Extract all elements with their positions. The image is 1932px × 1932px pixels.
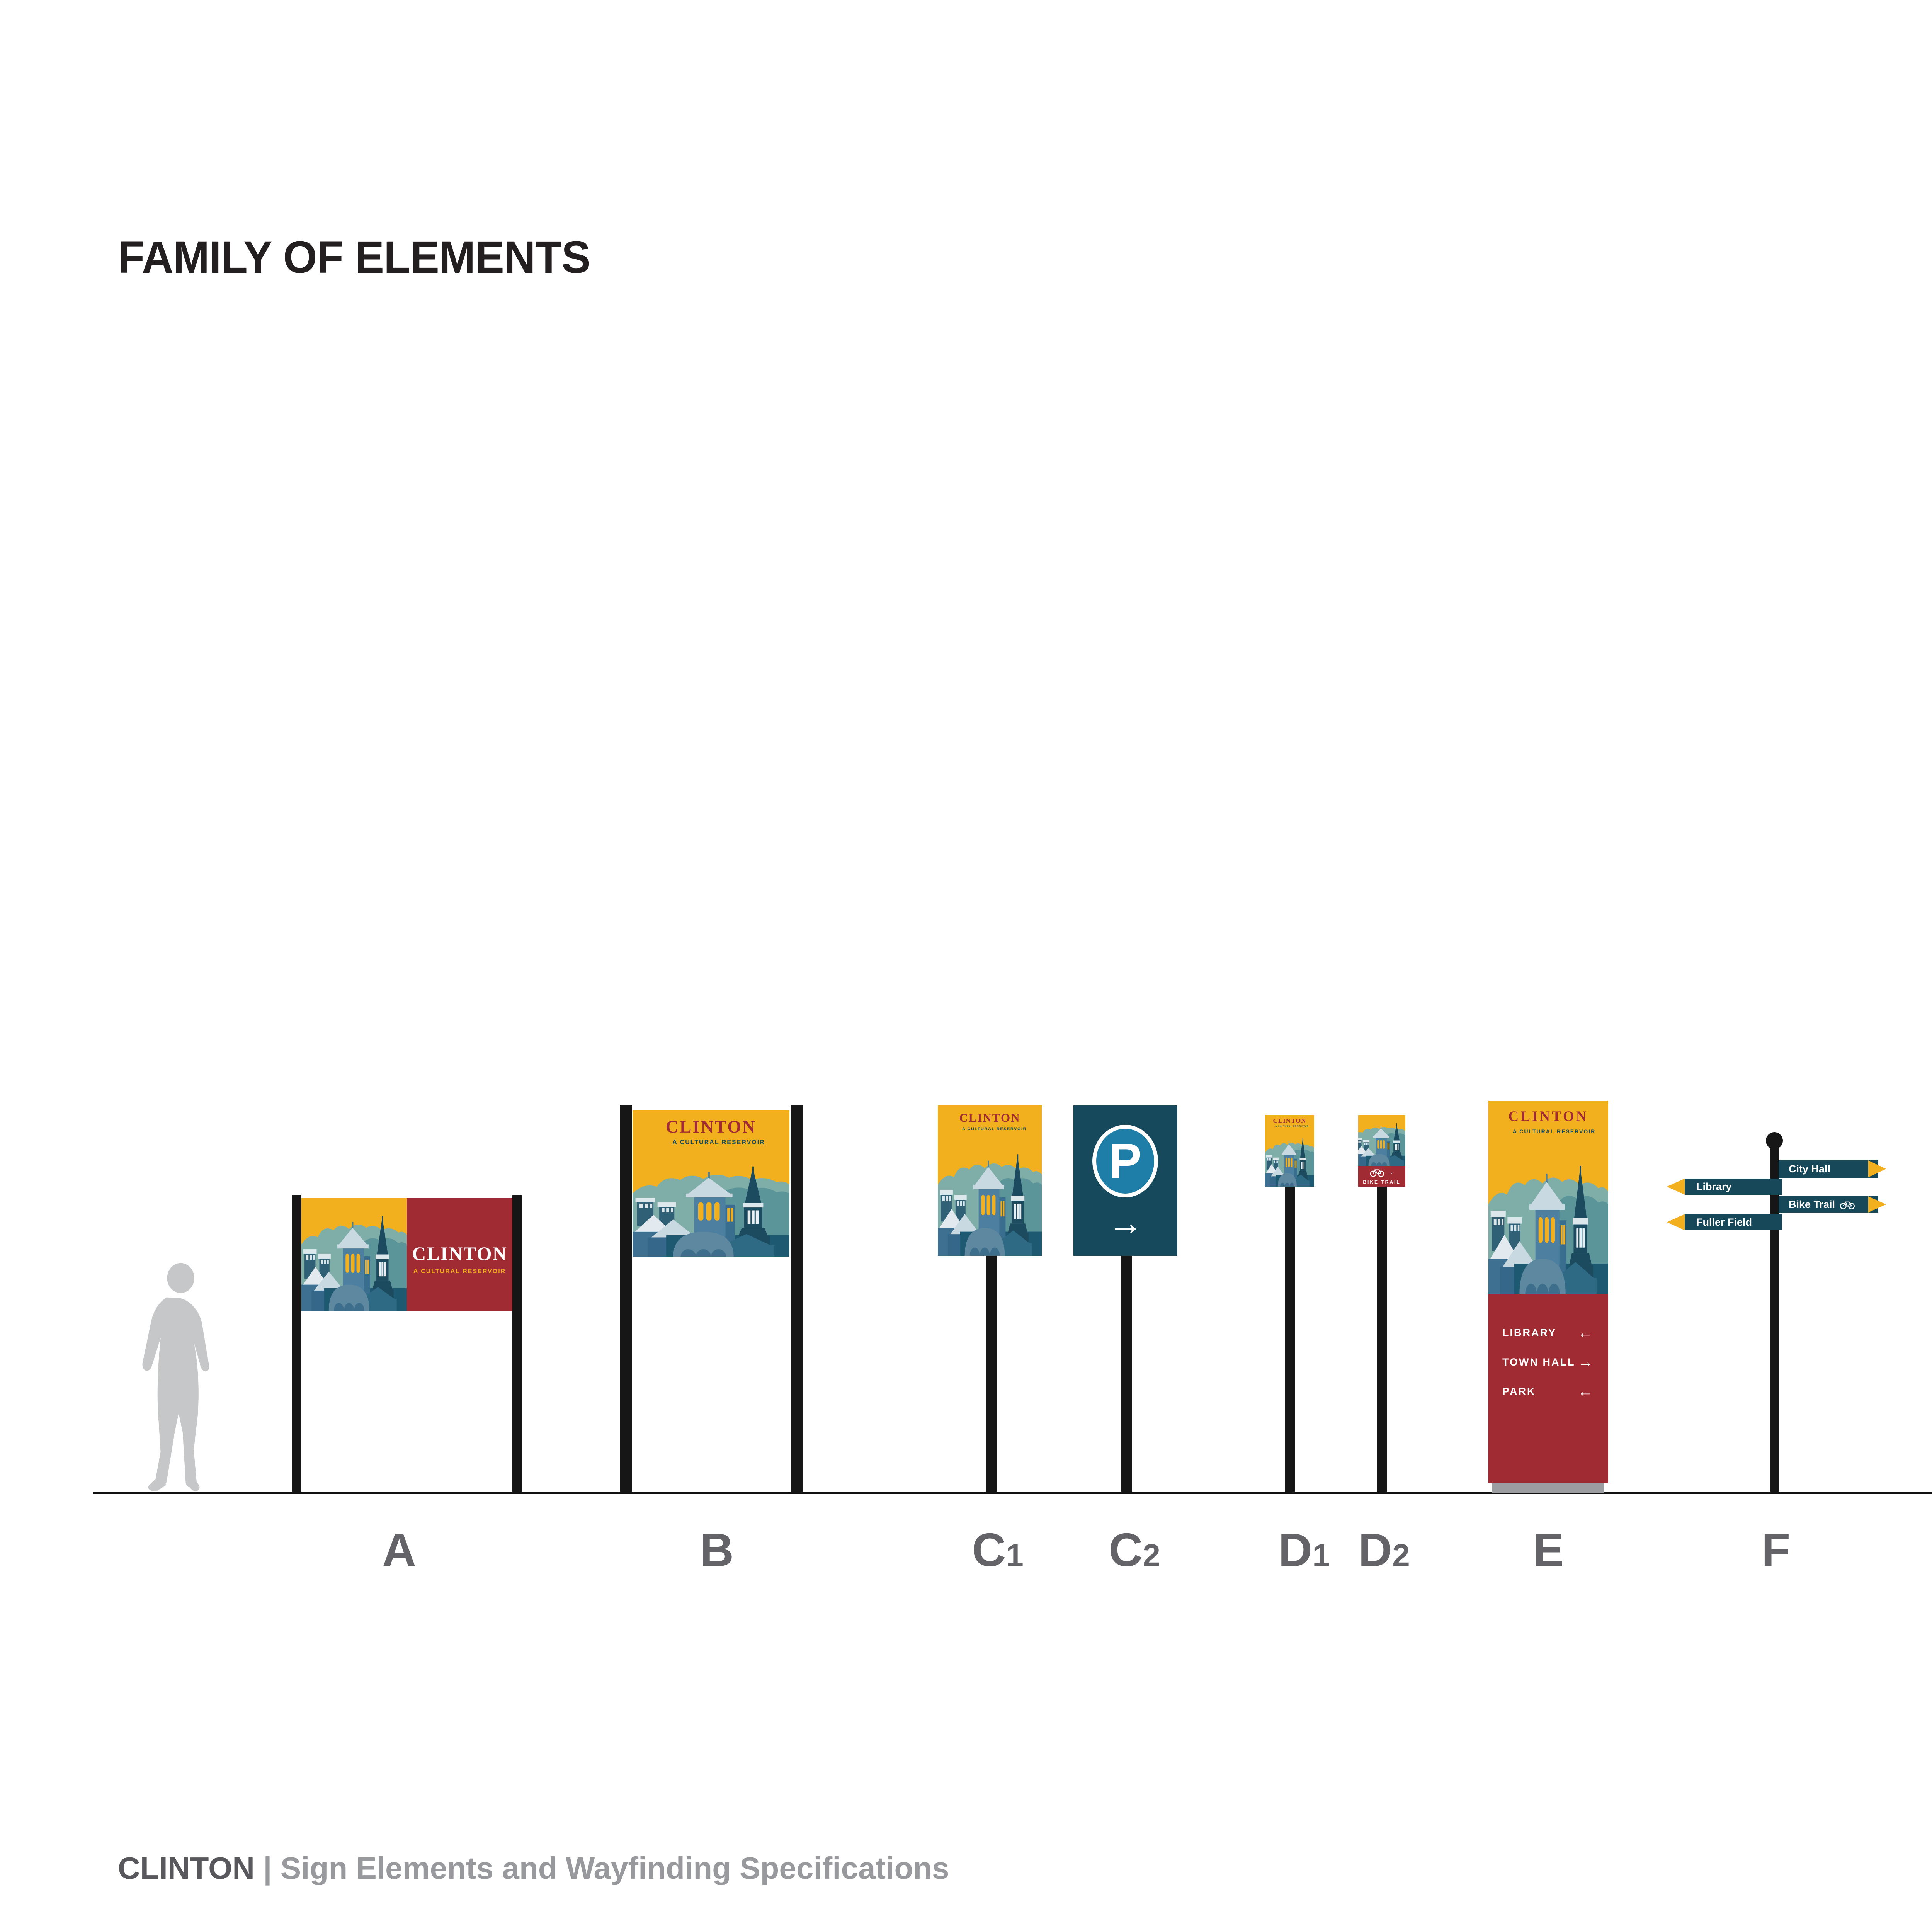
parking-letter: P bbox=[1109, 1133, 1142, 1189]
town-name: CLINTON bbox=[1508, 1109, 1588, 1124]
sign-a-left-post bbox=[292, 1195, 301, 1493]
town-tagline: A CULTURAL RESERVOIR bbox=[1512, 1128, 1596, 1134]
label-d2: D2 bbox=[1358, 1524, 1410, 1576]
finger-fuller-field: Fuller Field bbox=[1685, 1214, 1782, 1230]
finger-bike-trail: Bike Trail bbox=[1779, 1196, 1878, 1213]
town-name: CLINTON bbox=[412, 1243, 507, 1264]
bike-arrow: → bbox=[1386, 1168, 1394, 1177]
sign-a-right-post bbox=[512, 1195, 522, 1493]
finger-label: Bike Trail bbox=[1789, 1198, 1835, 1210]
sign-d2-pole bbox=[1377, 1186, 1387, 1493]
bicycle-icon bbox=[1840, 1201, 1855, 1209]
finger-label: Fuller Field bbox=[1696, 1216, 1752, 1228]
sign-c2-panel: P → bbox=[1073, 1105, 1177, 1256]
label-d1: D1 bbox=[1278, 1524, 1330, 1576]
cityscape-artwork bbox=[301, 1216, 407, 1311]
sign-e-base bbox=[1492, 1482, 1604, 1493]
finger-arrow-right bbox=[1868, 1196, 1886, 1213]
finger-city-hall: City Hall bbox=[1779, 1160, 1878, 1178]
label-b: B bbox=[699, 1524, 734, 1576]
bike-trail-band: → BIKE TRAIL bbox=[1358, 1166, 1405, 1187]
directory-row: TOWN HALL → bbox=[1502, 1347, 1594, 1377]
cityscape-artwork bbox=[633, 1166, 789, 1257]
footer-subtitle: Sign Elements and Wayfinding Specificati… bbox=[280, 1851, 949, 1885]
town-tagline: A CULTURAL RESERVOIR bbox=[1275, 1126, 1309, 1128]
sign-c1-pole bbox=[986, 1255, 997, 1493]
directory-row: LIBRARY ← bbox=[1502, 1318, 1594, 1347]
label-c1: C1 bbox=[972, 1524, 1024, 1576]
human-scale-figure bbox=[142, 1263, 209, 1492]
label-c2: C2 bbox=[1109, 1524, 1160, 1576]
sign-e-panel: CLINTON A CULTURAL RESERVOIR LIBRARY ← T… bbox=[1488, 1101, 1608, 1483]
direction-arrow: → bbox=[1107, 1203, 1143, 1243]
label-a: A bbox=[382, 1524, 417, 1576]
town-name: CLINTON bbox=[959, 1111, 1020, 1124]
sign-d1-pole bbox=[1285, 1186, 1295, 1493]
directory-destination: TOWN HALL bbox=[1502, 1356, 1575, 1368]
label-f: F bbox=[1761, 1524, 1791, 1576]
finger-arrow-right bbox=[1868, 1160, 1886, 1177]
finger-arrow-left bbox=[1667, 1214, 1685, 1230]
town-name: CLINTON bbox=[665, 1117, 757, 1136]
footer-brand: CLINTON bbox=[118, 1851, 255, 1885]
finger-library: Library bbox=[1685, 1179, 1782, 1195]
cityscape-artwork bbox=[938, 1154, 1042, 1256]
parking-circle: P bbox=[1092, 1125, 1158, 1197]
bicycle-icon bbox=[1370, 1169, 1384, 1177]
sign-b-left-post bbox=[620, 1105, 632, 1493]
cityscape-artwork bbox=[1265, 1138, 1314, 1187]
directory-destination: LIBRARY bbox=[1502, 1327, 1556, 1338]
sign-f-pole bbox=[1770, 1145, 1779, 1493]
directory-row: PARK ← bbox=[1502, 1377, 1594, 1406]
cityscape-artwork bbox=[1488, 1166, 1608, 1294]
ground-line bbox=[93, 1492, 1932, 1494]
sign-a-red-panel: CLINTON A CULTURAL RESERVOIR bbox=[407, 1198, 512, 1311]
directory-destination: PARK bbox=[1502, 1385, 1536, 1397]
sign-b-right-post bbox=[791, 1105, 803, 1493]
sign-c2-pole bbox=[1121, 1255, 1132, 1493]
cityscape-artwork bbox=[1358, 1123, 1405, 1166]
bike-trail-label: BIKE TRAIL bbox=[1363, 1179, 1401, 1185]
town-tagline: A CULTURAL RESERVOIR bbox=[672, 1139, 765, 1146]
footer-left: CLINTON | Sign Elements and Wayfinding S… bbox=[118, 1853, 949, 1884]
sign-d2-panel: → BIKE TRAIL bbox=[1358, 1115, 1405, 1187]
sign-e-directory: LIBRARY ← TOWN HALL → PARK ← bbox=[1488, 1294, 1608, 1483]
finger-label: Library bbox=[1696, 1180, 1732, 1192]
directory-arrow: ← bbox=[1578, 1383, 1594, 1400]
finger-label: City Hall bbox=[1789, 1163, 1831, 1175]
sign-c1-panel: CLINTON A CULTURAL RESERVOIR bbox=[938, 1105, 1042, 1256]
sign-g-lamp-post bbox=[1928, 962, 1932, 1494]
sign-b-panel: CLINTON A CULTURAL RESERVOIR bbox=[633, 1110, 789, 1257]
town-name: CLINTON bbox=[1273, 1117, 1306, 1124]
town-tagline: A CULTURAL RESERVOIR bbox=[413, 1268, 506, 1275]
directory-arrow: ← bbox=[1578, 1324, 1594, 1341]
page-title: FAMILY OF ELEMENTS bbox=[118, 232, 591, 283]
label-e: E bbox=[1532, 1524, 1564, 1576]
directory-arrow: → bbox=[1578, 1353, 1594, 1371]
finger-arrow-left bbox=[1667, 1179, 1685, 1195]
footer-separator: | bbox=[263, 1851, 272, 1885]
sign-d1-panel: CLINTON A CULTURAL RESERVOIR bbox=[1265, 1115, 1314, 1187]
sign-a-panel: CLINTON A CULTURAL RESERVOIR bbox=[301, 1198, 512, 1311]
town-tagline: A CULTURAL RESERVOIR bbox=[962, 1127, 1027, 1131]
